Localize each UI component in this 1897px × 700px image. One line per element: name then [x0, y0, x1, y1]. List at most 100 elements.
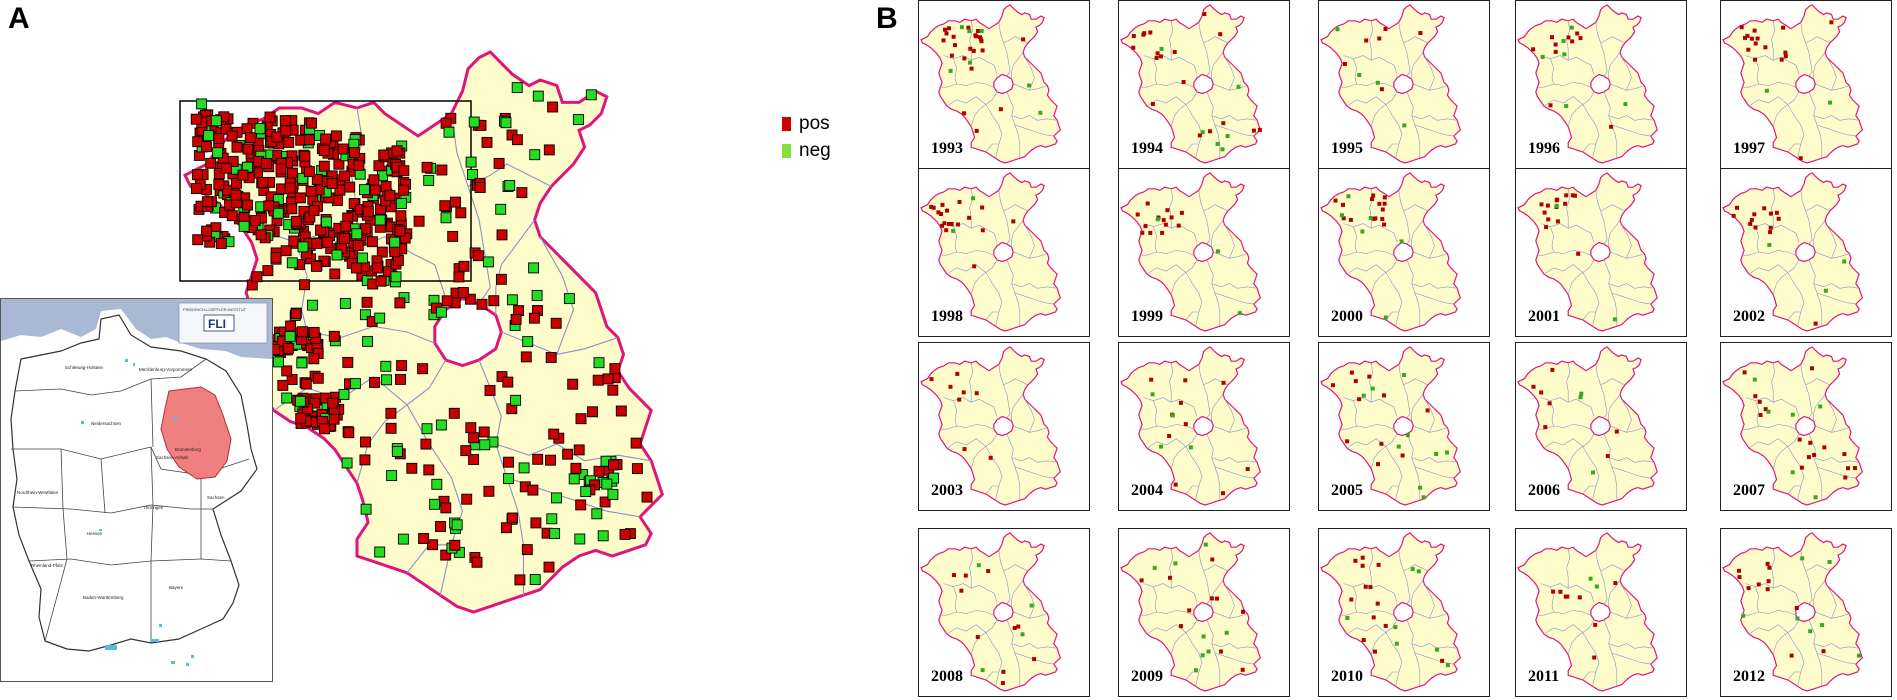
district-border	[1800, 190, 1813, 245]
neg-marker	[230, 189, 242, 201]
district-border	[1771, 20, 1776, 61]
district-border	[1385, 446, 1403, 501]
district-border	[1755, 58, 1759, 85]
pos-dot	[940, 202, 945, 207]
pos-marker	[201, 141, 212, 153]
pos-marker	[215, 238, 227, 249]
neg-marker	[374, 312, 386, 324]
pos-dot	[1197, 133, 1202, 138]
district-border	[946, 96, 986, 107]
neg-marker	[591, 508, 603, 520]
pos-dot	[1349, 370, 1354, 375]
pos-marker	[270, 251, 282, 263]
pos-dot	[1544, 225, 1549, 230]
pos-marker	[263, 200, 275, 212]
pos-dot	[1749, 36, 1754, 41]
neg-marker	[339, 298, 351, 309]
pos-marker	[328, 330, 340, 342]
year-map-svg	[1120, 172, 1261, 332]
year-map-svg	[1320, 172, 1461, 332]
pos-marker	[277, 379, 289, 391]
pos-dot	[1808, 440, 1813, 445]
pos-marker	[261, 157, 272, 169]
pos-dot	[1842, 452, 1847, 457]
pos-marker	[514, 574, 526, 586]
pos-marker	[630, 437, 642, 449]
district-border	[1006, 433, 1021, 501]
district-border	[1611, 652, 1651, 665]
district-border	[1826, 224, 1837, 259]
district-border	[1143, 397, 1198, 417]
pos-dot	[1221, 491, 1225, 496]
neg-marker	[273, 356, 284, 368]
neg-marker	[522, 336, 534, 348]
pos-dot	[1400, 453, 1405, 458]
pos-marker	[310, 260, 322, 272]
sample-marker	[568, 473, 580, 485]
district-border	[1550, 226, 1554, 253]
year-map-svg	[920, 532, 1061, 692]
pos-dot	[1758, 413, 1763, 417]
pos-marker	[285, 320, 297, 332]
pos-dot	[1810, 366, 1814, 371]
district-border	[1346, 96, 1386, 107]
pos-dot	[1577, 595, 1582, 600]
pos-dot	[1564, 193, 1569, 198]
district-border	[1595, 190, 1608, 245]
neg-dot	[1594, 584, 1599, 589]
district-border	[1813, 220, 1826, 248]
pos-marker	[338, 232, 350, 244]
pos-dot	[1143, 224, 1148, 229]
neg-dot	[1393, 625, 1398, 630]
district-border	[1603, 91, 1618, 159]
neg-marker	[563, 293, 575, 305]
pos-marker	[484, 385, 496, 396]
pos-dot	[1209, 596, 1214, 601]
pos-marker	[205, 157, 217, 169]
year-label: 2012	[1733, 668, 1765, 685]
pos-dot	[1379, 441, 1384, 446]
neg-dot	[1445, 450, 1449, 455]
pos-dot	[944, 228, 949, 233]
neg-marker	[381, 374, 392, 386]
pos-marker	[440, 502, 452, 514]
neg-dot	[1203, 542, 1208, 547]
neg-dot	[1808, 629, 1813, 634]
district-border	[1611, 292, 1651, 305]
pos-marker	[592, 374, 604, 386]
district-border	[985, 272, 1003, 327]
pos-dot	[1768, 211, 1773, 216]
pos-marker	[213, 178, 225, 190]
pos-dot	[1806, 455, 1811, 460]
district-border	[1567, 259, 1595, 295]
germany-inset-svg: FRIEDRICH-LOEFFLER-INSTITUT FLI Schleswi…	[1, 299, 272, 681]
pos-dot	[1821, 649, 1826, 654]
district-border	[985, 446, 1003, 501]
pos-marker	[516, 187, 528, 199]
pos-dot	[1371, 193, 1376, 198]
pos-dot	[1148, 230, 1153, 235]
neg-dot	[1540, 54, 1545, 59]
district-border	[1566, 362, 1571, 403]
year-map-1993: 1993	[918, 0, 1090, 169]
district-border	[985, 104, 1003, 159]
pos-marker	[532, 453, 544, 465]
pos-marker	[271, 131, 283, 143]
pos-marker	[299, 150, 311, 162]
neg-marker	[518, 462, 530, 474]
pos-dot	[1762, 206, 1767, 211]
neg-dot	[1383, 315, 1388, 320]
neg-dot	[1346, 194, 1351, 199]
pos-dot	[956, 222, 960, 227]
year-map-svg	[920, 4, 1061, 164]
year-map-1995: 1995	[1318, 0, 1490, 169]
district-border	[1540, 55, 1595, 75]
district-border	[1353, 226, 1357, 253]
pos-marker	[453, 271, 465, 283]
district-border	[1006, 619, 1021, 687]
year-map-2010: 2010	[1318, 528, 1490, 697]
sample-marker	[570, 462, 582, 474]
pos-marker	[413, 215, 425, 227]
pos-marker	[575, 413, 587, 425]
pos-marker	[385, 422, 397, 434]
